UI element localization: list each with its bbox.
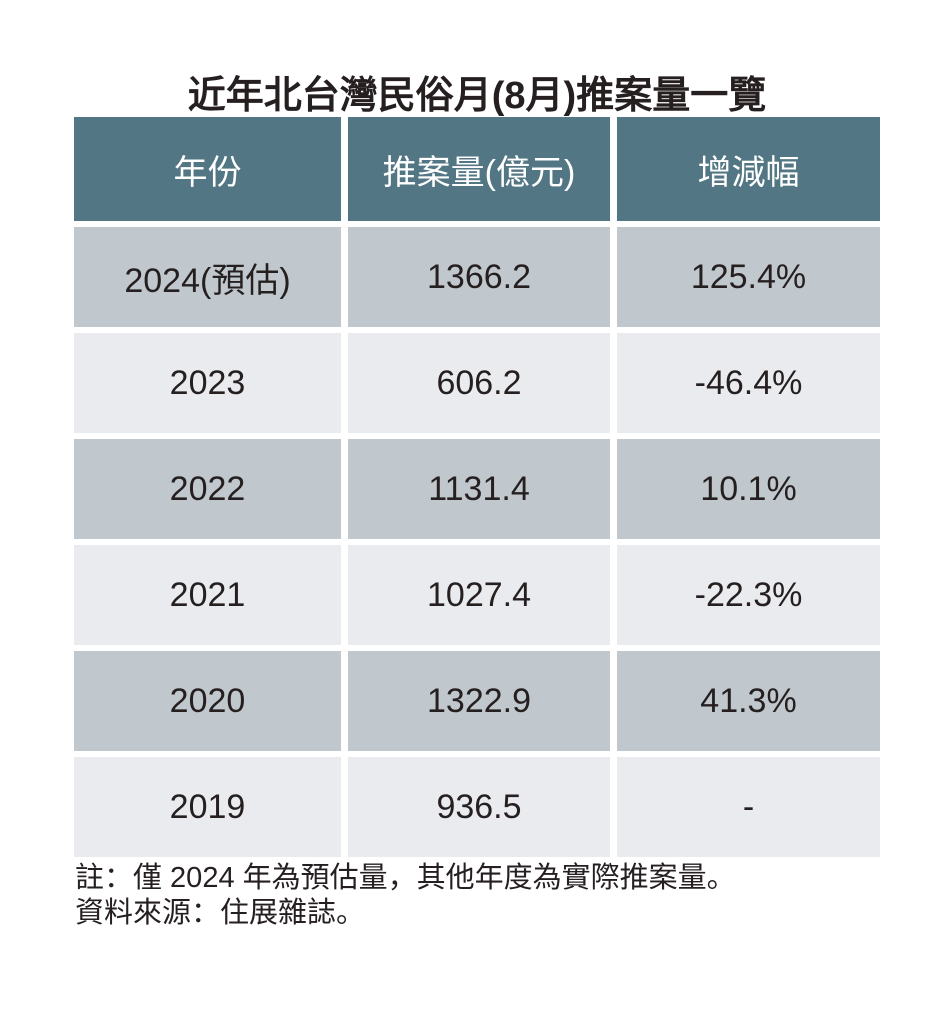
cell-volume: 606.2 <box>348 333 610 433</box>
header-cell-volume: 推案量(億元) <box>348 117 610 221</box>
cell-year: 2020 <box>74 651 341 751</box>
footnotes: 註：僅 2024 年為預估量，其他年度為實際推案量。 資料來源：住展雜誌。 <box>75 861 736 931</box>
cell-change: 125.4% <box>617 227 880 327</box>
cell-change: -22.3% <box>617 545 880 645</box>
cell-volume: 1027.4 <box>348 545 610 645</box>
cell-year: 2022 <box>74 439 341 539</box>
cell-year: 2024(預估) <box>74 227 341 327</box>
cell-change: -46.4% <box>617 333 880 433</box>
page-title: 近年北台灣民俗月(8月)推案量一覽 <box>187 75 767 117</box>
cell-volume: 1366.2 <box>348 227 610 327</box>
source-line: 資料來源：住展雜誌。 <box>75 897 366 929</box>
cell-change: - <box>617 757 880 857</box>
header-cell-change: 增減幅 <box>617 117 880 221</box>
cell-volume: 1131.4 <box>348 439 610 539</box>
cell-change: 41.3% <box>617 651 880 751</box>
cell-year: 2023 <box>74 333 341 433</box>
cell-year: 2021 <box>74 545 341 645</box>
cell-volume: 1322.9 <box>348 651 610 751</box>
cell-volume: 936.5 <box>348 757 610 857</box>
cell-change: 10.1% <box>617 439 880 539</box>
data-table: 年份 推案量(億元) 增減幅 2024(預估) 1366.2 125.4% 20… <box>74 117 880 857</box>
cell-year: 2019 <box>74 757 341 857</box>
note-line: 註：僅 2024 年為預估量，其他年度為實際推案量。 <box>75 862 736 894</box>
header-cell-year: 年份 <box>74 117 341 221</box>
